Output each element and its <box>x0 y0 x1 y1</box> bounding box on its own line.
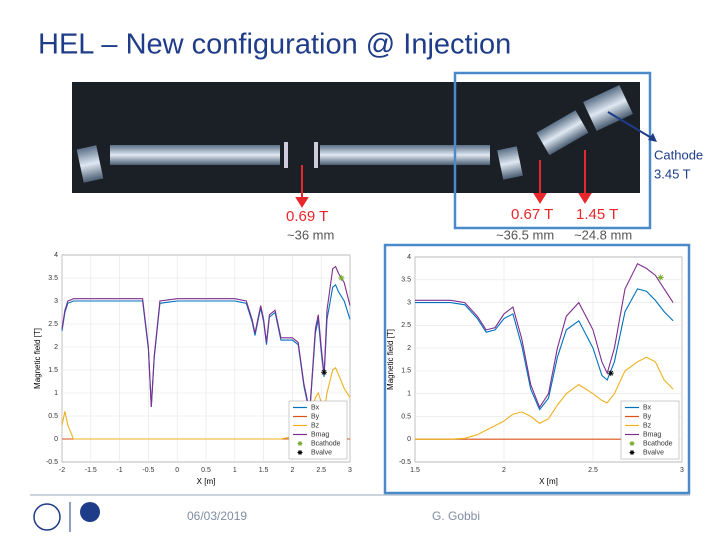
y-tick-label: 1 <box>407 391 411 398</box>
point-marker <box>657 274 664 281</box>
x-tick-label: 0.5 <box>201 467 211 474</box>
legend-marker <box>629 441 635 446</box>
legend-marker <box>297 441 303 446</box>
x-tick-label: 1.5 <box>410 467 420 474</box>
annotation: ~24.8 mm <box>574 227 632 242</box>
series-line <box>415 263 674 409</box>
point-marker <box>338 275 345 281</box>
legend-label: Bmag <box>643 431 661 438</box>
y-tick-label: 2 <box>54 344 58 351</box>
y-tick-label: 3.5 <box>401 277 411 284</box>
x-tick-label: -2 <box>59 467 65 474</box>
y-tick-label: 0 <box>54 436 58 443</box>
x-axis-label: X [m] <box>197 477 216 486</box>
x-tick-label: 1 <box>233 467 237 474</box>
annotation: ~36.5 mm <box>496 227 554 242</box>
y-tick-label: 1.5 <box>401 368 411 375</box>
logos <box>33 502 100 532</box>
y-tick-label: 1.5 <box>48 367 58 374</box>
y-tick-label: 3.5 <box>48 275 58 282</box>
footer-date: 06/03/2019 <box>187 509 247 523</box>
x-tick-label: -0.5 <box>142 467 154 474</box>
highlight-frame <box>383 243 691 495</box>
legend-marker <box>629 450 635 455</box>
annotation: 1.45 T <box>576 206 618 223</box>
x-tick-label: 3 <box>348 467 352 474</box>
y-tick-label: 3 <box>407 299 411 306</box>
slide-title: HEL – New configuration @ Injection <box>38 29 511 61</box>
series-line <box>61 265 351 412</box>
y-axis-label: Magnetic field [T] <box>386 329 395 390</box>
y-tick-label: 1 <box>54 390 58 397</box>
x-tick-label: 2 <box>502 467 506 474</box>
x-tick-label: 2 <box>290 467 294 474</box>
series-line <box>415 288 674 411</box>
legend-box <box>288 400 348 460</box>
legend-label: Bx <box>311 404 320 411</box>
y-tick-label: 2.5 <box>401 322 411 329</box>
y-tick-label: -0.5 <box>46 459 58 466</box>
annotation: 0.69 T <box>286 208 328 225</box>
footer-author: G. Gobbi <box>432 509 480 523</box>
legend-label: Bcathode <box>643 440 673 447</box>
y-tick-label: 2 <box>407 345 411 352</box>
point-marker <box>321 369 328 376</box>
legend-label: By <box>643 413 652 420</box>
x-axis-label: X [m] <box>539 477 558 486</box>
magnet-image <box>72 82 640 193</box>
y-tick-label: 0.5 <box>401 413 411 420</box>
y-tick-label: 4 <box>54 252 58 259</box>
y-tick-label: 4 <box>407 254 411 261</box>
y-tick-label: 2.5 <box>48 321 58 328</box>
legend-label: Bcathode <box>311 440 341 447</box>
legend-label: Bmag <box>311 431 329 438</box>
legend-box <box>620 400 680 460</box>
x-tick-label: -1.5 <box>85 467 97 474</box>
x-tick-label: 2.5 <box>588 467 598 474</box>
highlight-frame <box>453 71 652 230</box>
annotation: 0.67 T <box>511 206 553 223</box>
y-tick-label: 3 <box>54 298 58 305</box>
y-axis-label: Magnetic field [T] <box>33 328 42 389</box>
x-tick-label: 1.5 <box>259 467 269 474</box>
legend-label: Bvalve <box>643 449 664 456</box>
x-tick-label: 2.5 <box>316 467 326 474</box>
legend-label: Bx <box>643 404 652 411</box>
annotation: Cathode <box>654 147 703 162</box>
legend-label: By <box>311 413 320 420</box>
legend-marker <box>297 450 303 455</box>
legend-label: Bz <box>311 422 320 429</box>
annotation: 3.45 T <box>654 166 691 181</box>
point-marker <box>607 370 614 377</box>
x-tick-label: -1 <box>116 467 122 474</box>
y-tick-label: 0.5 <box>48 413 58 420</box>
annotation: ~36 mm <box>287 227 334 242</box>
y-tick-label: 0 <box>407 436 411 443</box>
legend-label: Bvalve <box>311 449 332 456</box>
y-tick-label: -0.5 <box>399 459 411 466</box>
x-tick-label: 3 <box>680 467 684 474</box>
series-line <box>415 356 674 440</box>
x-tick-label: 0 <box>175 467 179 474</box>
legend-label: Bz <box>643 422 652 429</box>
arrows <box>295 111 657 208</box>
